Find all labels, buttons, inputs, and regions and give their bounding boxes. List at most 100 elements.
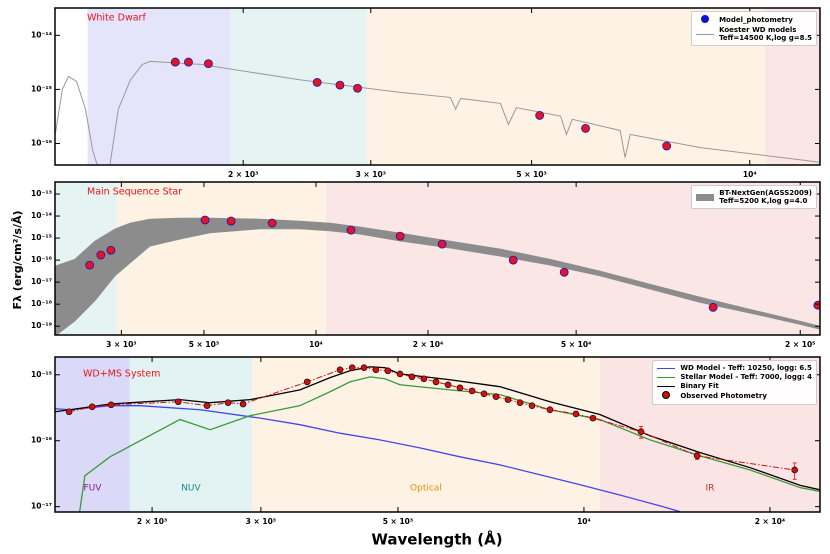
x-tick-label: 5 × 10³ <box>189 340 219 349</box>
spectrum-band <box>55 217 820 335</box>
photometry-point <box>546 406 554 414</box>
panel-title: Main Sequence Star <box>87 187 182 198</box>
photometry-point <box>589 414 597 422</box>
x-tick-label: 3 × 10³ <box>246 517 276 526</box>
photometry-point <box>572 410 580 418</box>
legend-entry: Stellar Model - Teff: 7000, logg: 4 <box>657 373 812 381</box>
x-tick-label: 5 × 10³ <box>516 170 546 179</box>
legend-entry: Koester WD models Teff=14500 K,log g=8.5 <box>696 26 812 42</box>
x-tick-label: 2 × 10⁴ <box>413 340 443 349</box>
y-tick-label: 10⁻¹⁹ <box>31 321 52 330</box>
legend-label: Koester WD models Teff=14500 K,log g=8.5 <box>719 26 812 43</box>
y-tick-label: 10⁻¹⁸ <box>31 299 52 308</box>
photometry-point <box>396 370 404 378</box>
photometry-point <box>174 398 182 406</box>
x-tick-label: 5 × 10³ <box>383 517 413 526</box>
photometry-point <box>432 378 440 386</box>
photometry-point <box>420 375 428 383</box>
x-tick-label: 3 × 10³ <box>106 340 136 349</box>
y-tick-label: 10⁻¹⁶ <box>31 255 52 264</box>
photometry-point <box>492 393 500 401</box>
photometry-point <box>65 408 73 416</box>
model-line <box>55 405 681 512</box>
photometry-point <box>395 231 405 241</box>
region-label: IR <box>705 484 714 494</box>
photometry-point <box>204 59 213 68</box>
y-tick-label: 10⁻¹⁶ <box>31 138 52 147</box>
photometry-point <box>85 260 95 270</box>
x-tick-label: 10⁴ <box>743 170 757 179</box>
legend-swatch <box>696 33 715 35</box>
photometry-point <box>372 366 380 374</box>
legend-entry: Model_photometry <box>696 15 812 25</box>
legend-swatch <box>657 376 676 378</box>
photometry-point <box>336 366 344 374</box>
legend-swatch <box>657 367 676 369</box>
y-tick-label: 10⁻¹⁴ <box>31 211 52 220</box>
model-line <box>55 366 820 491</box>
axes-frame <box>54 356 821 513</box>
photometry-point <box>444 381 452 389</box>
legend-swatch <box>696 15 714 25</box>
photometry-point <box>384 367 392 375</box>
legend-entry: Binary Fit <box>657 382 812 390</box>
plot-area <box>55 182 820 335</box>
photometry-point <box>170 57 180 67</box>
photometry-point <box>200 215 210 225</box>
photometry-point <box>456 384 464 392</box>
legend-label: Model_photometry <box>719 16 793 24</box>
x-tick-label: 3 × 10³ <box>356 170 386 179</box>
photometry-point <box>88 403 96 411</box>
legend-marker <box>701 15 710 23</box>
x-axis-label: Wavelength (Å) <box>371 530 502 549</box>
y-tick-label: 10⁻¹⁵ <box>31 370 52 379</box>
region-label: FUV <box>83 484 102 494</box>
photometry-point <box>693 452 701 460</box>
y-tick-label: 10⁻¹⁶ <box>31 436 52 445</box>
legend-swatch <box>657 385 676 387</box>
photometry-point <box>581 124 590 133</box>
photometry-point <box>96 250 106 260</box>
x-tick-label: 2 × 10⁵ <box>785 340 815 349</box>
panel-title: White Dwarf <box>87 13 146 24</box>
region <box>129 357 253 512</box>
photometry-point <box>106 245 116 255</box>
y-tick-label: 10⁻¹⁵ <box>31 84 52 93</box>
photometry-point <box>528 402 536 409</box>
photometry-point <box>637 428 645 436</box>
region <box>230 8 368 165</box>
photometry-point <box>224 399 232 407</box>
photometry-point <box>813 300 820 310</box>
photometry-point <box>791 466 798 474</box>
photometry-point <box>480 390 488 398</box>
y-tick-label: 10⁻¹⁷ <box>31 277 52 286</box>
region <box>87 8 231 165</box>
photometry-point <box>184 57 193 67</box>
photometry-point <box>408 373 416 381</box>
photometry-point <box>203 402 211 409</box>
photometry-point <box>559 267 569 277</box>
photometry-point <box>535 111 545 120</box>
photometry-point <box>360 364 368 372</box>
axes-frame <box>54 181 821 336</box>
legend-label: Observed Photometry <box>680 392 767 401</box>
legend-label: WD Model - Teff: 10250, logg: 6.5 <box>680 364 812 372</box>
photometry-point <box>508 255 518 265</box>
photometry-point <box>267 218 277 228</box>
region <box>55 357 130 512</box>
x-tick-label: 5 × 10⁴ <box>561 340 591 349</box>
y-tick-label: 10⁻¹⁷ <box>31 502 52 511</box>
y-tick-label: 10⁻¹⁵ <box>31 233 52 242</box>
photometry-point <box>346 225 356 235</box>
legend-entry: Observed Photometry <box>657 391 812 401</box>
axes-frame <box>54 7 821 166</box>
photometry-point <box>437 239 447 249</box>
legend-label: BT-NextGen(AGSS2009) Teff=5200 K,log g=4… <box>719 189 812 206</box>
photometry-point <box>239 400 247 408</box>
y-tick-label: 10⁻¹³ <box>31 189 52 198</box>
legend: WD Model - Teff: 10250, logg: 6.5 Stellar… <box>652 360 817 406</box>
photometry-point <box>353 83 362 93</box>
photometry-point <box>662 141 672 151</box>
